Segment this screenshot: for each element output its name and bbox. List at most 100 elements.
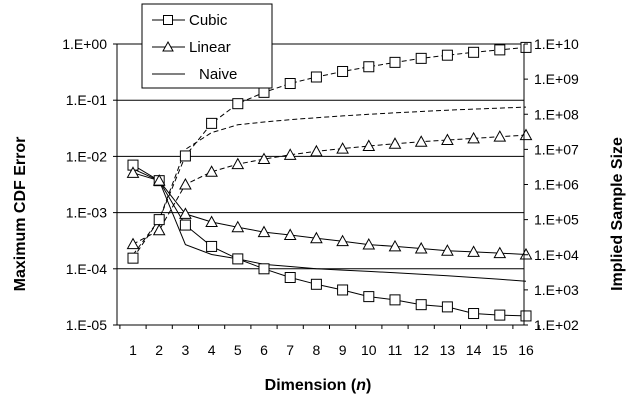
- data-point-linear-left: [310, 231, 323, 244]
- x-axis-title-close: ): [366, 377, 371, 394]
- data-point-linear-left: [362, 238, 376, 250]
- x-axis-title-main: Dimension (: [265, 377, 357, 394]
- data-point-linear-left: [441, 244, 454, 256]
- data-point-cubic-right: [258, 86, 270, 98]
- data-point-linear-right: [310, 144, 323, 157]
- legend-marker-triangle-icon: [162, 40, 174, 52]
- data-point-cubic-right: [415, 52, 427, 64]
- data-point-linear-left: [493, 246, 507, 259]
- x-tick-label: 9: [339, 342, 347, 358]
- data-point-linear-left: [205, 215, 218, 228]
- x-axis-title: Dimension (n): [265, 377, 372, 394]
- data-point-linear-left: [257, 225, 271, 238]
- data-point-cubic-right: [153, 214, 165, 226]
- series-line-cubic-right: [132, 46, 527, 259]
- x-tick-label: 5: [234, 342, 242, 358]
- data-point-cubic-right: [520, 41, 532, 53]
- y-axis-right-title: Implied Sample Size: [609, 137, 626, 291]
- legend-item-naive: Naive: [152, 66, 237, 83]
- x-tick-label: 12: [413, 342, 429, 358]
- data-point-cubic-left: [310, 278, 322, 290]
- legend-label-linear: Linear: [189, 39, 231, 56]
- legend-label-naive: Naive: [199, 66, 237, 83]
- data-point-linear-right: [519, 128, 533, 141]
- data-point-linear-left: [179, 207, 192, 219]
- y-right-tick-label: 1.E+10: [534, 36, 579, 52]
- data-point-linear-right: [257, 152, 271, 165]
- data-point-cubic-left: [415, 299, 427, 311]
- data-point-cubic-left: [258, 263, 270, 275]
- data-point-linear-right: [441, 133, 454, 145]
- x-tick-label: 15: [492, 342, 508, 358]
- data-point-linear-right: [126, 237, 140, 250]
- data-point-linear-right: [362, 139, 376, 151]
- y-right-tick-label: 1.E+09: [534, 71, 579, 87]
- series-line-linear-left: [132, 172, 527, 255]
- y-left-tick-label: 1.E-04: [66, 261, 107, 277]
- data-point-cubic-left: [206, 240, 218, 252]
- data-point-linear-right: [283, 148, 297, 160]
- legend-label-cubic: Cubic: [189, 12, 228, 29]
- data-point-cubic-left: [363, 291, 375, 303]
- axes: [113, 43, 540, 329]
- x-tick-label: 6: [260, 342, 268, 358]
- legend-marker-square-icon: [163, 15, 173, 25]
- data-point-cubic-right: [441, 49, 453, 61]
- data-point-linear-right: [205, 165, 218, 177]
- y-right-tick-label: 1.E+08: [534, 106, 579, 122]
- series-line-cubic-left: [132, 164, 527, 317]
- series-line-naive-right: [132, 106, 527, 256]
- y-left-tick-label: 1.E+00: [62, 36, 107, 52]
- data-point-cubic-right: [127, 252, 139, 264]
- data-point-linear-right: [414, 135, 428, 147]
- data-point-linear-right: [467, 131, 480, 144]
- x-tick-label: 1: [129, 342, 137, 358]
- data-point-linear-left: [283, 228, 297, 240]
- data-point-cubic-right: [494, 44, 506, 56]
- x-tick-label: 13: [440, 342, 456, 358]
- data-point-linear-left: [126, 166, 140, 178]
- data-point-cubic-right: [179, 150, 191, 162]
- data-point-cubic-left: [441, 301, 453, 313]
- y-left-tick-label: 1.E-03: [66, 205, 107, 221]
- series-lines: [132, 46, 527, 317]
- data-point-linear-right: [388, 137, 402, 149]
- y-left-tick-label: 1.E-02: [66, 148, 107, 164]
- data-point-cubic-left: [494, 309, 506, 321]
- x-tick-label: 8: [313, 342, 321, 358]
- x-axis-title-var: n: [356, 377, 366, 394]
- x-tick-label: 4: [208, 342, 216, 358]
- y-right-tick-label: 1.E+04: [534, 247, 579, 263]
- x-tick-label: 14: [466, 342, 482, 358]
- data-point-cubic-right: [337, 65, 349, 77]
- series-line-naive-left: [132, 168, 527, 282]
- x-tick-label: 11: [388, 342, 403, 358]
- x-tick-label: 3: [182, 342, 190, 358]
- y-right-tick-label: 1.E+03: [534, 282, 579, 298]
- tick-labels: 1.E+00 1.E-01 1.E-02 1.E-03 1.E-04 1.E-05 1.E+…: [62, 36, 579, 358]
- y-axis-left-title: Maximum CDF Error: [12, 137, 29, 292]
- data-point-cubic-right: [389, 56, 401, 68]
- y-right-tick-label: 1.E+05: [534, 212, 579, 228]
- y-right-tick-label: 1.E+07: [534, 141, 579, 157]
- data-point-cubic-left: [468, 308, 480, 320]
- legend-item-linear: Linear: [152, 39, 231, 56]
- data-point-cubic-left: [179, 219, 191, 231]
- data-point-cubic-right: [232, 98, 244, 110]
- data-point-linear-right: [493, 130, 507, 142]
- data-point-cubic-left: [232, 253, 244, 265]
- data-point-cubic-right: [468, 46, 480, 58]
- series-markers: [126, 41, 533, 322]
- data-point-linear-right: [179, 177, 192, 190]
- data-point-cubic-right: [310, 71, 322, 83]
- data-point-linear-left: [231, 220, 245, 233]
- data-point-linear-left: [152, 174, 166, 186]
- x-tick-label: 7: [286, 342, 294, 358]
- data-point-linear-left: [388, 239, 402, 252]
- y-right-tick-label: 1.E+02: [534, 317, 579, 333]
- x-tick-label: 16: [518, 342, 534, 358]
- x-tick-label: 10: [361, 342, 377, 358]
- y-right-tick-label: 1.E+06: [534, 177, 579, 193]
- legend: Cubic Linear Naive: [141, 3, 273, 89]
